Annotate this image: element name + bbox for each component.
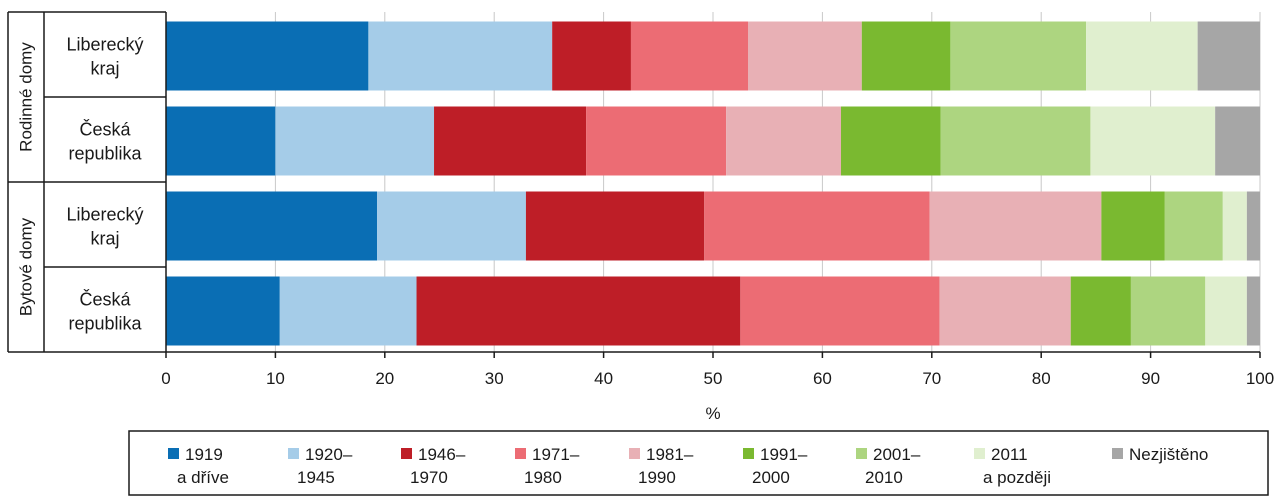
x-tick-label: 70 [922,369,941,388]
x-tick-label: 100 [1246,369,1274,388]
legend-label: 2001– 2010 [865,445,921,487]
bar-segment [1215,106,1260,176]
legend-swatch [515,448,526,459]
legend-swatch [743,448,754,459]
bar-segment [1246,276,1260,346]
legend-label: 1981– 1990 [638,445,694,487]
x-tick-label: 80 [1032,369,1051,388]
legend-label: 1919 a dříve [177,445,229,487]
bar-segment [275,106,435,176]
legend-swatch [1112,448,1123,459]
x-tick-label: 50 [704,369,723,388]
bar-segment [704,191,930,261]
legend-label: 1920– 1945 [297,445,353,487]
bar-segment [279,276,417,346]
legend-swatch [168,448,179,459]
legend-label: Nezjištěno [1129,445,1208,464]
bar-segment [1130,276,1206,346]
bar-segment [368,21,553,91]
bar-segment [1086,21,1198,91]
category-label: Liberecký kraj [66,204,143,248]
x-tick-label: 20 [375,369,394,388]
bar-segment [630,21,749,91]
x-tick-label: 0 [161,369,170,388]
legend-label: 2011 a později [983,445,1051,487]
x-axis-title: % [705,404,720,423]
legend-swatch [974,448,985,459]
bar-segment [740,276,940,346]
group-label: Bytové domy [17,217,36,316]
category-label: Česká republika [68,118,142,163]
legend-swatch [856,448,867,459]
x-tick-label: 30 [485,369,504,388]
bar-segment [1090,106,1216,176]
bar-segment [416,276,741,346]
bar-segment [525,191,705,261]
bar-segment [434,106,587,176]
category-label: Liberecký kraj [66,34,143,78]
legend-label: 1991– 2000 [752,445,808,487]
x-tick-label: 60 [813,369,832,388]
bar-segment [552,21,631,91]
bar-segment [748,21,862,91]
legend-box [128,430,1269,496]
bar-segment [939,276,1071,346]
legend-label: 1946– 1970 [410,445,466,487]
bar-segment [377,191,526,261]
x-tick-label: 90 [1141,369,1160,388]
bar-segment [950,21,1087,91]
bar-segment [166,21,369,91]
legend: 1919 a dříve 1920– 1945 1946– 1970 1971– 1980 19… [128,430,1269,496]
x-axis: 0 10 20 30 40 50 60 70 80 90 100 [161,351,1274,388]
x-tick-label: 40 [594,369,613,388]
bar-segment [166,276,280,346]
bar-segment [1222,191,1247,261]
bar-segment [1101,191,1165,261]
bar-segment [166,106,276,176]
bar-segment [1164,191,1223,261]
legend-swatch [401,448,412,459]
legend-swatch [629,448,640,459]
bars [166,21,1260,346]
category-frame: Rodinné domy Bytové domy Liberecký kraj Česk… [7,11,167,353]
bar-segment [840,106,941,176]
group-label: Rodinné domy [17,42,36,152]
bar-segment [1197,21,1260,91]
legend-swatch [288,448,299,459]
bar-segment [940,106,1091,176]
bar-segment [166,191,378,261]
bar-segment [861,21,951,91]
bar-segment [586,106,727,176]
bar-segment [726,106,841,176]
legend-label: 1971– 1980 [524,445,580,487]
bar-segment [1205,276,1247,346]
bar-segment [1070,276,1131,346]
x-tick-label: 10 [266,369,285,388]
category-label: Česká republika [68,288,142,333]
bar-segment [929,191,1102,261]
bar-segment [1246,191,1260,261]
